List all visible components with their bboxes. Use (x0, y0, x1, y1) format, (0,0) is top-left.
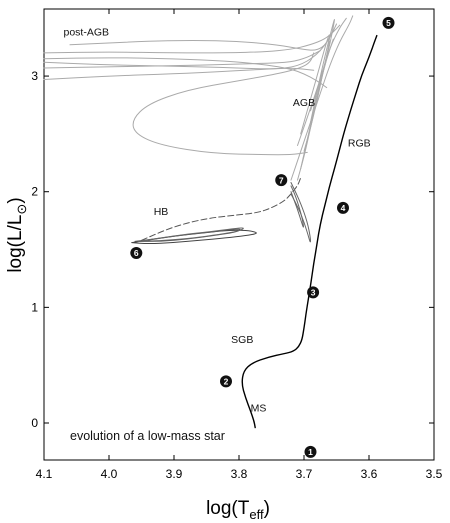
track-post-agb (43, 24, 341, 54)
stage-marker-dot (304, 445, 317, 458)
x-axis: 4.1 4.0 3.9 3.8 3.7 3.6 3.5 (36, 9, 443, 481)
x-tick-label: 4.0 (101, 467, 118, 481)
track-post-agb (43, 50, 321, 69)
stage-markers: 1 2 3 4 5 6 7 (130, 16, 395, 458)
stage-marker: 7 (275, 174, 288, 187)
y-axis-label-main: log(L/L (5, 215, 26, 273)
x-tick-label: 4.1 (36, 467, 53, 481)
stage-marker: 3 (307, 286, 320, 299)
phase-label: SGB (231, 334, 253, 346)
stage-marker: 5 (382, 16, 395, 29)
stage-marker-dot (307, 286, 320, 299)
stage-marker-number: 2 (224, 377, 229, 387)
y-tick-label: 1 (31, 300, 38, 314)
x-axis-label-main: log(T (206, 498, 250, 519)
track-post-agb (43, 23, 337, 70)
stage-marker-number: 1 (308, 447, 313, 457)
phase-label: AGB (293, 97, 315, 109)
track-helium-flash-dashed (141, 177, 302, 241)
stage-marker-dot (275, 174, 288, 187)
phase-label: HB (154, 206, 169, 218)
y-axis-label: log(L/L⊙) (5, 197, 29, 272)
stage-marker-dot (382, 16, 395, 29)
stage-marker: 4 (337, 201, 349, 214)
y-tick-label: 3 (31, 69, 38, 83)
x-tick-label: 3.7 (296, 467, 313, 481)
track-post-agb-loop (132, 52, 315, 156)
x-tick-label: 3.5 (426, 467, 443, 481)
x-axis-label-close: ) (264, 498, 270, 519)
track-post-agb (43, 67, 315, 80)
phase-label: RGB (348, 138, 371, 150)
y-axis-label-close: ) (5, 197, 26, 203)
stage-marker-dot (130, 247, 143, 260)
stage-marker-number: 6 (134, 248, 139, 258)
x-tick-label: 3.6 (361, 467, 378, 481)
stage-marker-dot (337, 201, 349, 214)
y-axis-label-sun: ⊙ (14, 204, 29, 215)
chart-annotation: evolution of a low-mass star (70, 429, 225, 443)
track-thermal-pulse-spike (297, 19, 335, 146)
stage-marker-dot (220, 375, 232, 388)
phase-label: post-AGB (63, 27, 109, 39)
track-thermal-pulse-spike (300, 34, 331, 135)
y-tick-label: 0 (31, 416, 38, 430)
evolution-tracks (43, 15, 378, 429)
track-ms-sgb-rgb (241, 34, 378, 429)
stage-marker: 6 (130, 247, 143, 260)
stage-marker-number: 7 (279, 175, 284, 185)
stage-marker-number: 4 (341, 203, 346, 213)
track-horizontal-branch (137, 227, 244, 242)
x-axis-label-sub: eff (249, 507, 264, 522)
stage-marker: 1 (304, 445, 317, 458)
stage-marker: 2 (220, 375, 232, 388)
y-tick-label: 2 (31, 185, 38, 199)
x-tick-label: 3.8 (231, 467, 248, 481)
track-early-agb-loop (290, 182, 311, 243)
track-early-agb-loop (290, 185, 304, 228)
x-tick-label: 3.9 (166, 467, 183, 481)
phase-label: MS (251, 402, 267, 414)
stage-marker-number: 3 (311, 288, 316, 298)
track-agb (290, 15, 354, 181)
phase-labels: MS SGB RGB AGB HB post-AGB (63, 27, 370, 415)
track-post-agb (43, 57, 328, 89)
y-axis: 0 1 2 3 (31, 69, 434, 430)
x-axis-label: log(Teff) (206, 498, 270, 522)
stage-marker-number: 5 (386, 18, 391, 28)
track-post-agb (69, 29, 334, 51)
